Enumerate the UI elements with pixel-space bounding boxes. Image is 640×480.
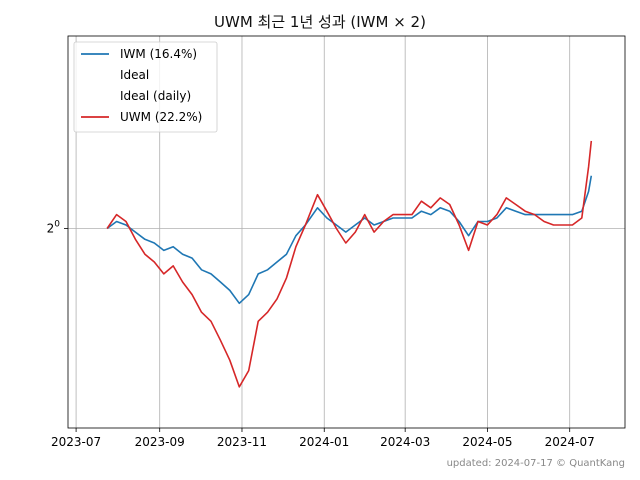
footer-note: updated: 2024-07-17 © QuantKang [446,458,625,469]
x-tick-label: 2023-09 [135,435,185,449]
tick-layer: 2023-07 2023-09 2023-11 2024-01 2024-03 2024-… [47,219,595,449]
grid-layer [68,36,625,428]
x-tick-label: 2024-01 [299,435,349,449]
x-tick-label: 2024-07 [545,435,595,449]
series-layer [106,140,593,388]
legend: IWM (16.4%) Ideal Ideal (daily) UWM (22.2%) [73,41,218,133]
legend-label: Ideal [120,68,149,82]
x-tick-label: 2024-03 [380,435,430,449]
x-tick-label: 2023-07 [51,435,101,449]
y-tick-label: 20 [47,219,61,235]
chart-title: UWM 최근 1년 성과 (IWM × 2) [214,13,426,31]
x-tick-label: 2023-11 [217,435,267,449]
plot-frame [67,35,626,429]
x-tick-label: 2024-05 [462,435,512,449]
legend-label: IWM (16.4%) [120,47,197,61]
legend-label: UWM (22.2%) [120,110,202,124]
series-line-uwm [106,140,593,388]
legend-label: Ideal (daily) [120,89,191,103]
series-line-iwm [106,175,593,305]
legend-box [73,41,218,133]
